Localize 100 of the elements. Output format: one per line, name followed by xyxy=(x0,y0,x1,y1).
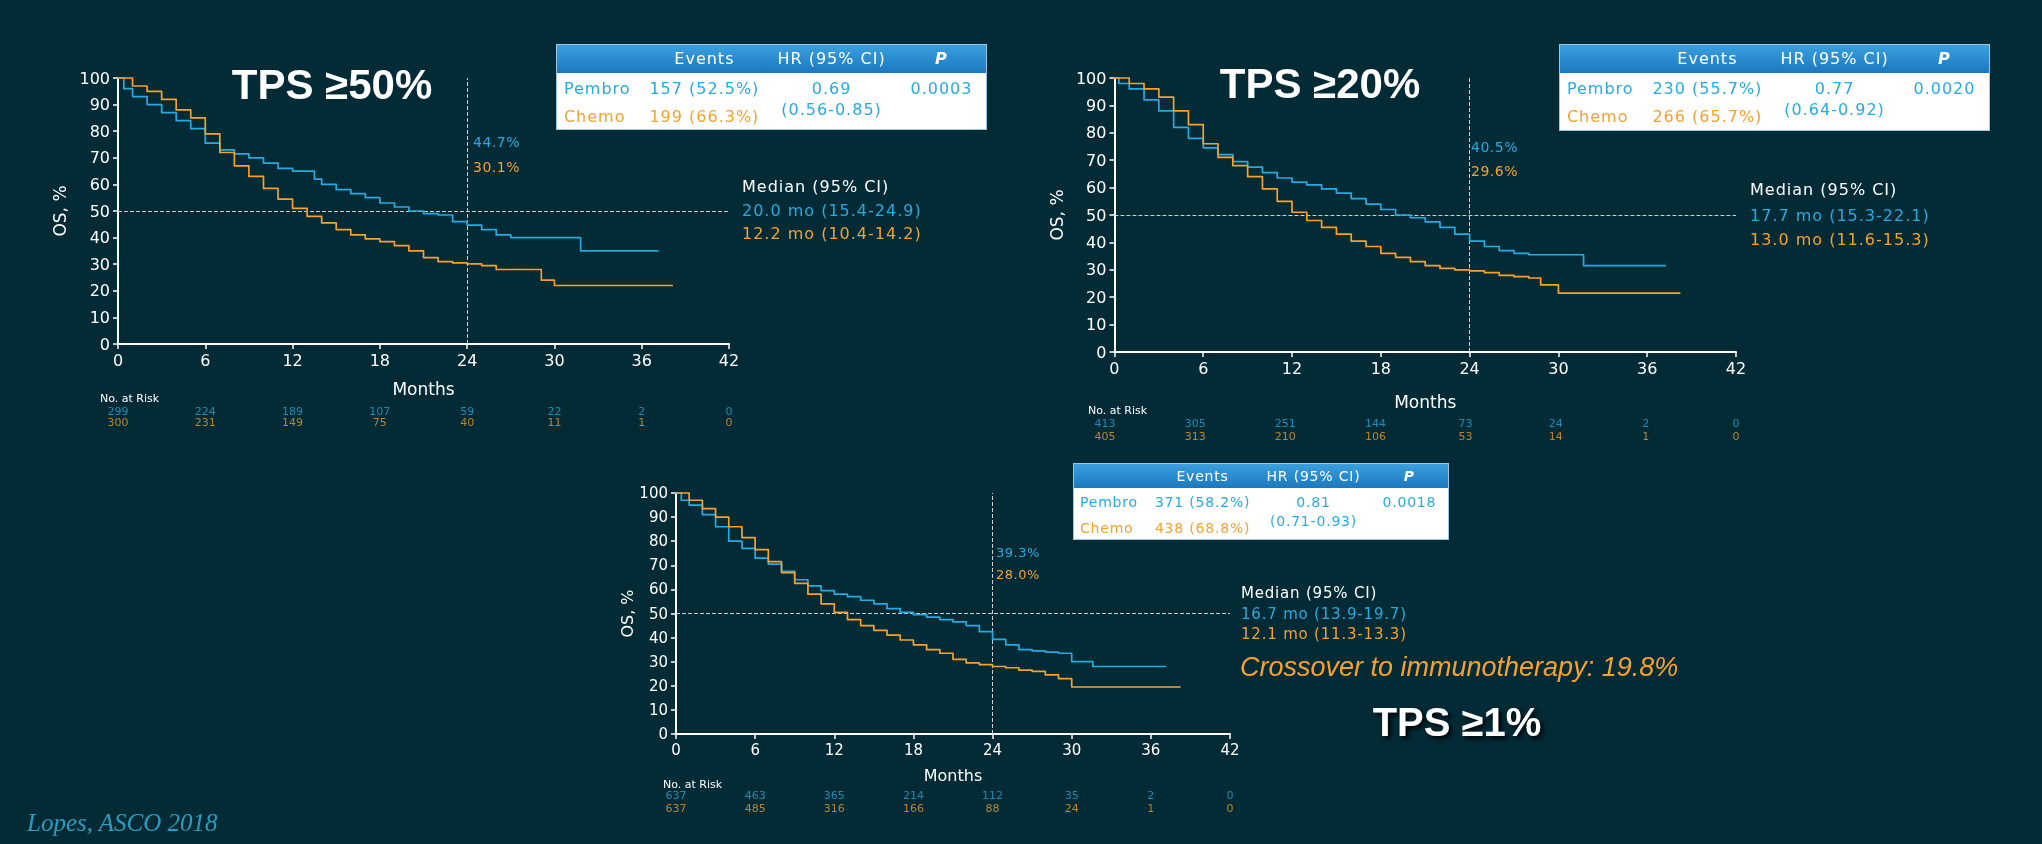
text: 300 xyxy=(107,415,129,430)
x-axis-title: Months xyxy=(1394,391,1457,412)
text: 2 xyxy=(638,404,646,418)
x-tick-label: 6 xyxy=(200,350,211,370)
text: Median (95% CI) xyxy=(1750,179,1898,200)
x-tick-label: 0 xyxy=(671,740,681,759)
text: 2 xyxy=(1642,416,1650,431)
y-tick-label: 90 xyxy=(1086,95,1107,115)
y-tick-label: 50 xyxy=(89,201,110,221)
annotation: 28.0% xyxy=(996,566,1040,583)
y-tick-label: 60 xyxy=(1086,178,1107,198)
annotation: 44.7% xyxy=(473,133,520,151)
y-tick-label: 50 xyxy=(648,604,668,623)
text: 106 xyxy=(1364,429,1386,444)
y-tick-label: 80 xyxy=(89,121,110,141)
y-tick-label: 20 xyxy=(89,281,110,301)
text: 0 xyxy=(725,415,733,430)
x-tick-label: 18 xyxy=(903,740,923,759)
text: 13.0 mo (11.6-15.3) xyxy=(1750,229,1930,250)
text: 0 xyxy=(1226,788,1234,803)
x-tick-label: 18 xyxy=(1370,358,1391,378)
text: 149 xyxy=(282,415,304,430)
x-tick-label: 12 xyxy=(1281,358,1303,378)
text: 637 xyxy=(665,788,687,803)
y-axis-title: OS, % xyxy=(50,185,71,237)
annotation: 39.3% xyxy=(996,544,1040,561)
x-tick-label: 18 xyxy=(369,350,391,370)
text: TPS ≥1% xyxy=(1372,699,1542,745)
text: 1 xyxy=(638,415,646,430)
text: 40 xyxy=(460,415,475,430)
y-tick-label: 60 xyxy=(648,580,668,599)
y-tick-label: 80 xyxy=(648,532,668,551)
text: 0 xyxy=(1732,416,1740,431)
x-tick-label: 36 xyxy=(1637,358,1658,378)
x-tick-label: 12 xyxy=(824,740,844,759)
text: 214 xyxy=(902,788,924,803)
text: 166 xyxy=(902,801,924,816)
annotation: 371 (58.2%) xyxy=(1154,494,1251,511)
text: 1 xyxy=(1642,429,1650,444)
text: 251 xyxy=(1274,416,1296,431)
text: 2 xyxy=(1147,788,1155,803)
chart-title: TPS ≥20% xyxy=(1219,59,1421,107)
x-tick-label: 36 xyxy=(631,350,652,370)
y-tick-label: 60 xyxy=(89,174,110,194)
y-tick-label: 30 xyxy=(648,652,668,671)
text: 231 xyxy=(194,415,216,430)
annotation: 230 (55.7%) xyxy=(1652,78,1763,99)
text: 11 xyxy=(547,415,562,430)
x-tick-label: 42 xyxy=(1725,358,1747,378)
x-tick-label: 30 xyxy=(544,350,565,370)
annotation: 266 (65.7%) xyxy=(1652,107,1763,127)
text: 413 xyxy=(1094,416,1116,431)
text: 24 xyxy=(1548,416,1563,431)
y-tick-label: 0 xyxy=(658,725,668,743)
x-axis-title: Months xyxy=(923,765,983,785)
text: 210 xyxy=(1274,429,1296,444)
y-tick-label: 50 xyxy=(1086,205,1107,225)
y-tick-label: 20 xyxy=(648,676,668,695)
y-tick-label: 20 xyxy=(1086,287,1107,307)
x-tick-label: 42 xyxy=(1220,740,1240,759)
y-tick-label: 70 xyxy=(89,148,110,168)
text: 144 xyxy=(1364,416,1386,431)
text: 0 xyxy=(1226,801,1234,816)
text: 75 xyxy=(372,415,387,430)
x-tick-label: 24 xyxy=(983,740,1003,759)
annotation: 157 (52.5%) xyxy=(649,78,760,98)
x-axis-title: Months xyxy=(392,378,455,399)
annotation: 30.1% xyxy=(473,158,520,176)
y-tick-label: 30 xyxy=(89,254,110,274)
chart-title: TPS ≥50% xyxy=(231,60,433,108)
y-tick-label: 100 xyxy=(639,484,668,502)
text: 0 xyxy=(725,404,733,418)
y-tick-label: 70 xyxy=(1086,150,1107,170)
y-tick-label: 40 xyxy=(1086,232,1107,252)
x-tick-label: 6 xyxy=(1198,358,1209,378)
text: 189 xyxy=(282,404,304,418)
x-tick-label: 0 xyxy=(1109,358,1120,378)
y-axis-title: OS, % xyxy=(1046,189,1067,241)
y-tick-label: 80 xyxy=(1086,123,1107,143)
text: 16.7 mo (13.9-19.7) xyxy=(1241,605,1407,624)
x-tick-label: 42 xyxy=(718,350,740,370)
text: 53 xyxy=(1458,429,1473,444)
text: Median (95% CI) xyxy=(742,176,890,197)
text: 0 xyxy=(1732,429,1740,444)
annotation: 40.5% xyxy=(1471,138,1518,156)
x-tick-label: 30 xyxy=(1548,358,1569,378)
text: 224 xyxy=(194,404,216,418)
text: Crossover to immunotherapy: 19.8% xyxy=(1240,652,1679,684)
text: Lopes, ASCO 2018 xyxy=(27,808,218,838)
y-tick-label: 100 xyxy=(1075,68,1107,88)
y-tick-label: 40 xyxy=(89,228,110,248)
text: 107 xyxy=(369,404,391,418)
text: 313 xyxy=(1184,429,1206,444)
text: 485 xyxy=(744,801,766,816)
text: 305 xyxy=(1184,416,1206,431)
text: 24 xyxy=(1064,801,1079,816)
text: 35 xyxy=(1064,788,1079,803)
x-tick-label: 12 xyxy=(282,350,303,370)
text: 637 xyxy=(665,801,687,816)
y-tick-label: 10 xyxy=(89,307,110,327)
